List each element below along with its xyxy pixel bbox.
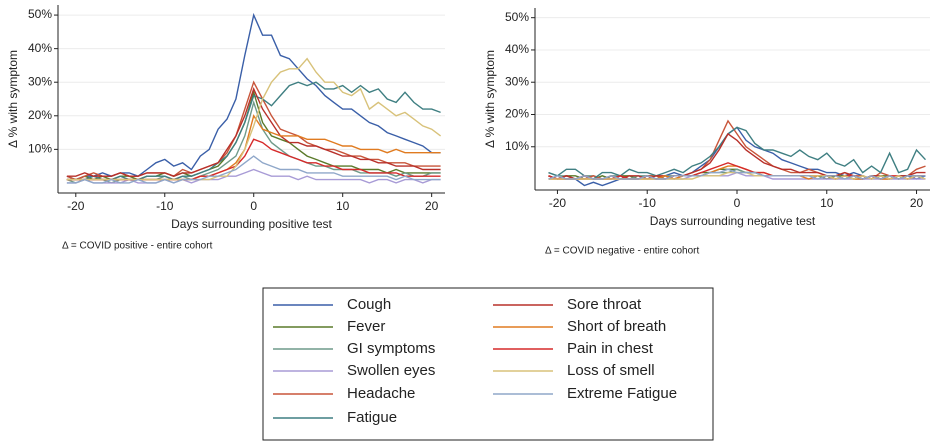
x-tick-label: -10 [156, 199, 174, 213]
legend-label: Fatigue [347, 409, 397, 426]
series-line [66, 99, 441, 184]
x-tick-label: 10 [820, 196, 834, 210]
series-line [66, 86, 441, 177]
x-axis-label: Days surrounding positive test [171, 217, 332, 231]
x-tick-label: 0 [250, 199, 257, 213]
series-line [66, 89, 441, 181]
legend-label: Short of breath [567, 318, 666, 335]
y-axis-label: Δ % with symptom [483, 50, 497, 148]
x-axis-label: Days surrounding negative test [650, 214, 816, 228]
y-tick-label: 30% [505, 74, 529, 88]
x-tick-label: 20 [910, 196, 924, 210]
legend-label: Fever [347, 318, 385, 335]
legend-label: Pain in chest [567, 340, 654, 357]
legend-label: Loss of smell [567, 362, 655, 379]
y-tick-label: 50% [28, 7, 52, 21]
annotation: Δ = COVID negative - entire cohort [545, 246, 699, 257]
x-tick-label: -20 [67, 199, 85, 213]
legend-label: Extreme Fatigue [567, 385, 677, 402]
annotation: Δ = COVID positive - entire cohort [62, 241, 213, 252]
series-line [66, 12, 441, 181]
x-tick-label: -20 [549, 196, 567, 210]
y-tick-label: 50% [505, 10, 529, 24]
x-tick-label: 20 [425, 199, 439, 213]
legend-label: Swollen eyes [347, 362, 435, 379]
x-tick-label: -10 [639, 196, 657, 210]
legend-label: GI symptoms [347, 340, 435, 357]
y-tick-label: 20% [505, 107, 529, 121]
legend-label: Headache [347, 385, 415, 402]
y-tick-label: 20% [28, 108, 52, 122]
y-axis-label: Δ % with symptom [6, 50, 20, 148]
series-line [66, 57, 442, 181]
legend-box [262, 287, 714, 441]
series-line [548, 168, 926, 180]
legend-label: Cough [347, 296, 391, 313]
x-tick-label: 0 [734, 196, 741, 210]
y-tick-label: 30% [28, 74, 52, 88]
y-tick-label: 10% [28, 142, 52, 156]
series-line [548, 119, 926, 180]
legend-label: Sore throat [567, 296, 642, 313]
series-line [66, 155, 441, 184]
series-line [548, 126, 927, 180]
y-tick-label: 40% [505, 42, 529, 56]
x-tick-label: 10 [336, 199, 350, 213]
y-tick-label: 10% [505, 139, 529, 153]
y-tick-label: 40% [28, 41, 52, 55]
